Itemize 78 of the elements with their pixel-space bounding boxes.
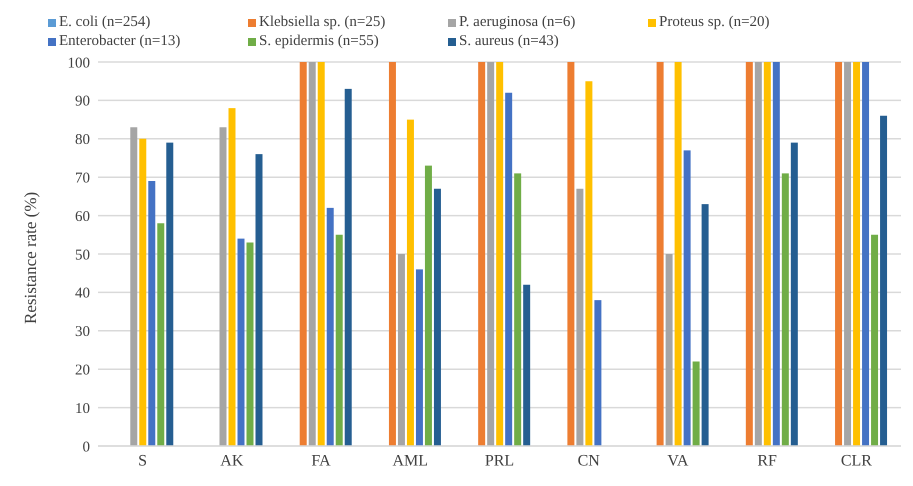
bar — [228, 108, 236, 446]
bar — [434, 188, 441, 446]
y-tick-label: 0 — [82, 439, 90, 456]
y-tick-label: 40 — [75, 286, 90, 302]
bar — [157, 223, 164, 446]
bar — [853, 62, 860, 446]
bar — [862, 62, 870, 446]
x-tick-label: VA — [667, 452, 689, 470]
bar — [772, 62, 780, 446]
legend-label: Klebsiella sp. (n=25) — [259, 14, 386, 31]
bar — [674, 62, 682, 446]
bar — [256, 154, 262, 446]
bar — [692, 362, 700, 446]
bar — [702, 204, 709, 446]
x-tick-label: AML — [392, 452, 428, 470]
bar — [835, 62, 842, 446]
x-tick-label: FA — [311, 452, 332, 470]
bar — [514, 173, 522, 446]
bar — [746, 62, 753, 446]
legend-label: E. coli (n=254) — [59, 14, 150, 31]
y-tick-label: 30 — [75, 324, 90, 340]
bar — [585, 81, 592, 446]
bar — [764, 62, 771, 446]
x-tick-label: S — [138, 452, 148, 470]
bar — [523, 284, 530, 446]
bar — [880, 116, 888, 446]
bar — [238, 238, 244, 446]
y-tick-label: 10 — [75, 400, 90, 417]
bar — [576, 188, 584, 446]
y-tick-label: 80 — [75, 132, 90, 148]
y-axis-title: Resistance rate (%) — [21, 192, 40, 324]
x-tick-label: CLR — [840, 452, 872, 470]
legend-label: Proteus sp. (n=20) — [659, 14, 770, 31]
y-tick-label: 20 — [75, 362, 90, 379]
bar — [754, 62, 762, 446]
bar — [398, 254, 405, 446]
x-tick-label: AK — [220, 452, 244, 470]
y-tick-label: 50 — [75, 247, 90, 264]
bar — [496, 62, 504, 446]
bar — [656, 62, 664, 446]
bar — [871, 234, 878, 446]
bar — [246, 242, 254, 446]
bar — [666, 254, 673, 446]
y-tick-label: 100 — [68, 55, 90, 72]
legend-label: Enterobacter (n=13) — [59, 33, 180, 50]
bar — [220, 127, 226, 446]
bar — [326, 208, 334, 446]
x-tick-label: CN — [578, 452, 600, 470]
y-tick-label: 70 — [75, 170, 90, 187]
bar — [487, 62, 494, 446]
y-tick-label: 90 — [75, 94, 90, 110]
bar — [684, 150, 691, 446]
bar — [148, 181, 156, 446]
bar — [130, 127, 138, 446]
bar — [844, 62, 852, 446]
bar — [336, 234, 343, 446]
bar — [567, 62, 574, 446]
bar — [308, 62, 316, 446]
bar — [318, 62, 325, 446]
bar — [388, 62, 396, 446]
bar — [790, 142, 798, 446]
bar — [300, 62, 307, 446]
bar — [416, 269, 423, 446]
bar — [782, 173, 789, 446]
bar — [478, 62, 486, 446]
bar — [594, 300, 602, 446]
bar — [424, 166, 432, 446]
y-tick-label: 60 — [75, 208, 90, 225]
bar — [344, 88, 352, 446]
bar — [505, 92, 512, 446]
legend-label: S. epidermis (n=55) — [259, 33, 379, 50]
legend-label: P. aeruginosa (n=6) — [459, 14, 576, 31]
bar — [166, 142, 174, 446]
x-tick-label: RF — [757, 452, 778, 470]
bar — [406, 120, 414, 446]
bar — [139, 138, 146, 446]
x-tick-label: PRL — [484, 452, 514, 470]
legend-label: S. aureus (n=43) — [459, 33, 559, 50]
